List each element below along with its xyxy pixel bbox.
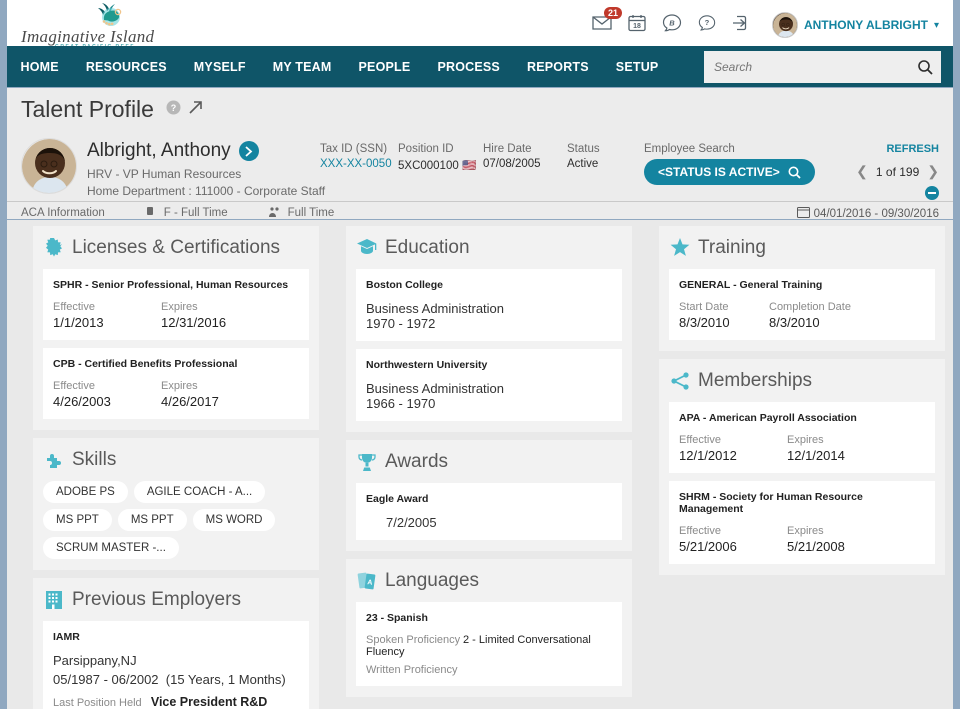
svg-text:?: ? xyxy=(171,103,177,113)
svg-text:A: A xyxy=(367,579,373,587)
svg-text:B: B xyxy=(669,18,675,27)
svg-text:18: 18 xyxy=(633,23,641,30)
svg-text:?: ? xyxy=(705,18,710,27)
